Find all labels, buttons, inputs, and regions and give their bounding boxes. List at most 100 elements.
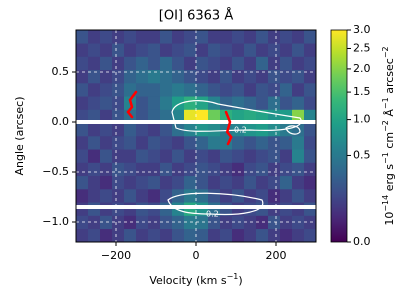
- heatmap-cell: [100, 83, 113, 97]
- heatmap-cell: [88, 122, 101, 137]
- heatmap-cell: [148, 149, 161, 163]
- heatmap-cell: [124, 56, 137, 71]
- heatmap-cell: [292, 96, 305, 110]
- heatmap-cell: [304, 109, 316, 124]
- chart-title: [OI] 6363 Å: [159, 8, 234, 24]
- heatmap-cell: [88, 96, 101, 110]
- heatmap-cell: [280, 228, 293, 242]
- heatmap-cell: [76, 122, 89, 137]
- heatmap-cell: [172, 202, 185, 216]
- heatmap-cell: [304, 149, 316, 163]
- heatmap-cell: [160, 69, 173, 84]
- heatmap-cell: [148, 228, 161, 242]
- heatmap-cell: [220, 83, 233, 97]
- heatmap-cell: [172, 83, 185, 97]
- heatmap-cell: [304, 83, 316, 97]
- heatmap-cell: [88, 69, 101, 84]
- heatmap-cell: [220, 189, 233, 203]
- heatmap-cell: [244, 69, 257, 84]
- heatmap-cell: [136, 30, 149, 44]
- heatmap-cell: [292, 69, 305, 84]
- heatmap-cell: [208, 30, 221, 44]
- heatmap-cell: [136, 83, 149, 97]
- colorbar-label-part: −2: [381, 46, 390, 58]
- heatmap-cell: [256, 30, 269, 44]
- heatmap-cell: [76, 202, 89, 216]
- heatmap-cell: [88, 189, 101, 203]
- x-tick-label: 200: [266, 249, 287, 262]
- heatmap-cell: [208, 175, 221, 190]
- heatmap-cell: [244, 109, 257, 124]
- heatmap-cell: [76, 149, 89, 163]
- heatmap-cell: [268, 56, 281, 71]
- heatmap-cell: [292, 136, 305, 150]
- heatmap-cell: [220, 69, 233, 84]
- heatmap-cell: [76, 43, 89, 57]
- heatmap-cell: [268, 43, 281, 57]
- heatmap-cell: [220, 56, 233, 71]
- heatmap-cell: [268, 83, 281, 97]
- heatmap-cell: [112, 30, 125, 44]
- heatmap-cell: [280, 96, 293, 110]
- curve: [126, 90, 138, 119]
- heatmap-cell: [196, 43, 209, 57]
- heatmap-cell: [136, 69, 149, 84]
- heatmap-cell: [232, 83, 245, 97]
- heatmap-cell: [184, 189, 197, 203]
- heatmap-cell: [172, 136, 185, 150]
- colorbar-label: 10−14 erg s−1 cm−2 Å−1 arcsec−2: [381, 46, 397, 225]
- heatmap-cell: [184, 83, 197, 97]
- heatmap-cell: [196, 162, 209, 177]
- heatmap-cell: [88, 30, 101, 44]
- heatmap-cell: [124, 189, 137, 203]
- heatmap-cell: [208, 83, 221, 97]
- heatmap-cell: [100, 109, 113, 124]
- heatmap-cell: [124, 69, 137, 84]
- heatmap-cell: [292, 202, 305, 216]
- heatmap-cell: [112, 43, 125, 57]
- heatmap-cell: [304, 96, 316, 110]
- heatmap-cell: [148, 189, 161, 203]
- heatmap-cell: [268, 96, 281, 110]
- heatmap-cell: [256, 228, 269, 242]
- heatmap-cell: [88, 149, 101, 163]
- heatmap-cell: [160, 149, 173, 163]
- heatmap-cell: [136, 149, 149, 163]
- colorbar-label-part: −2: [381, 120, 390, 132]
- heatmap-cell: [160, 109, 173, 124]
- heatmap-cell: [256, 175, 269, 190]
- heatmap-cell: [184, 43, 197, 57]
- heatmap-cell: [232, 96, 245, 110]
- contour-label: 0.2: [206, 210, 219, 219]
- heatmap-cell: [88, 202, 101, 216]
- heatmap-cell: [304, 136, 316, 150]
- heatmap-cell: [256, 122, 269, 137]
- heatmap-cell: [256, 136, 269, 150]
- heatmap-cell: [196, 175, 209, 190]
- heatmap-cell: [232, 56, 245, 71]
- heatmap-cell: [196, 96, 209, 110]
- heatmap-cell: [280, 189, 293, 203]
- heatmap-cell: [76, 30, 89, 44]
- heatmap-cell: [136, 175, 149, 190]
- heatmap-cell: [172, 30, 185, 44]
- heatmap-cell: [184, 162, 197, 177]
- heatmap-cell: [184, 149, 197, 163]
- heatmap-cell: [112, 69, 125, 84]
- heatmap-cell: [196, 109, 209, 124]
- heatmap-cell: [100, 162, 113, 177]
- heatmap-cell: [148, 162, 161, 177]
- heatmap-cell: [220, 175, 233, 190]
- heatmap-cell: [220, 149, 233, 163]
- heatmap-cell: [256, 149, 269, 163]
- heatmap-cell: [280, 149, 293, 163]
- heatmap-cell: [220, 43, 233, 57]
- y-tick-label: 0.0: [52, 115, 70, 128]
- heatmap-cell: [220, 202, 233, 216]
- heatmap-cell: [160, 189, 173, 203]
- heatmap-cell: [172, 56, 185, 71]
- heatmap-cell: [232, 228, 245, 242]
- heatmap-cell: [256, 96, 269, 110]
- heatmap-cell: [244, 30, 257, 44]
- heatmap-cell: [76, 83, 89, 97]
